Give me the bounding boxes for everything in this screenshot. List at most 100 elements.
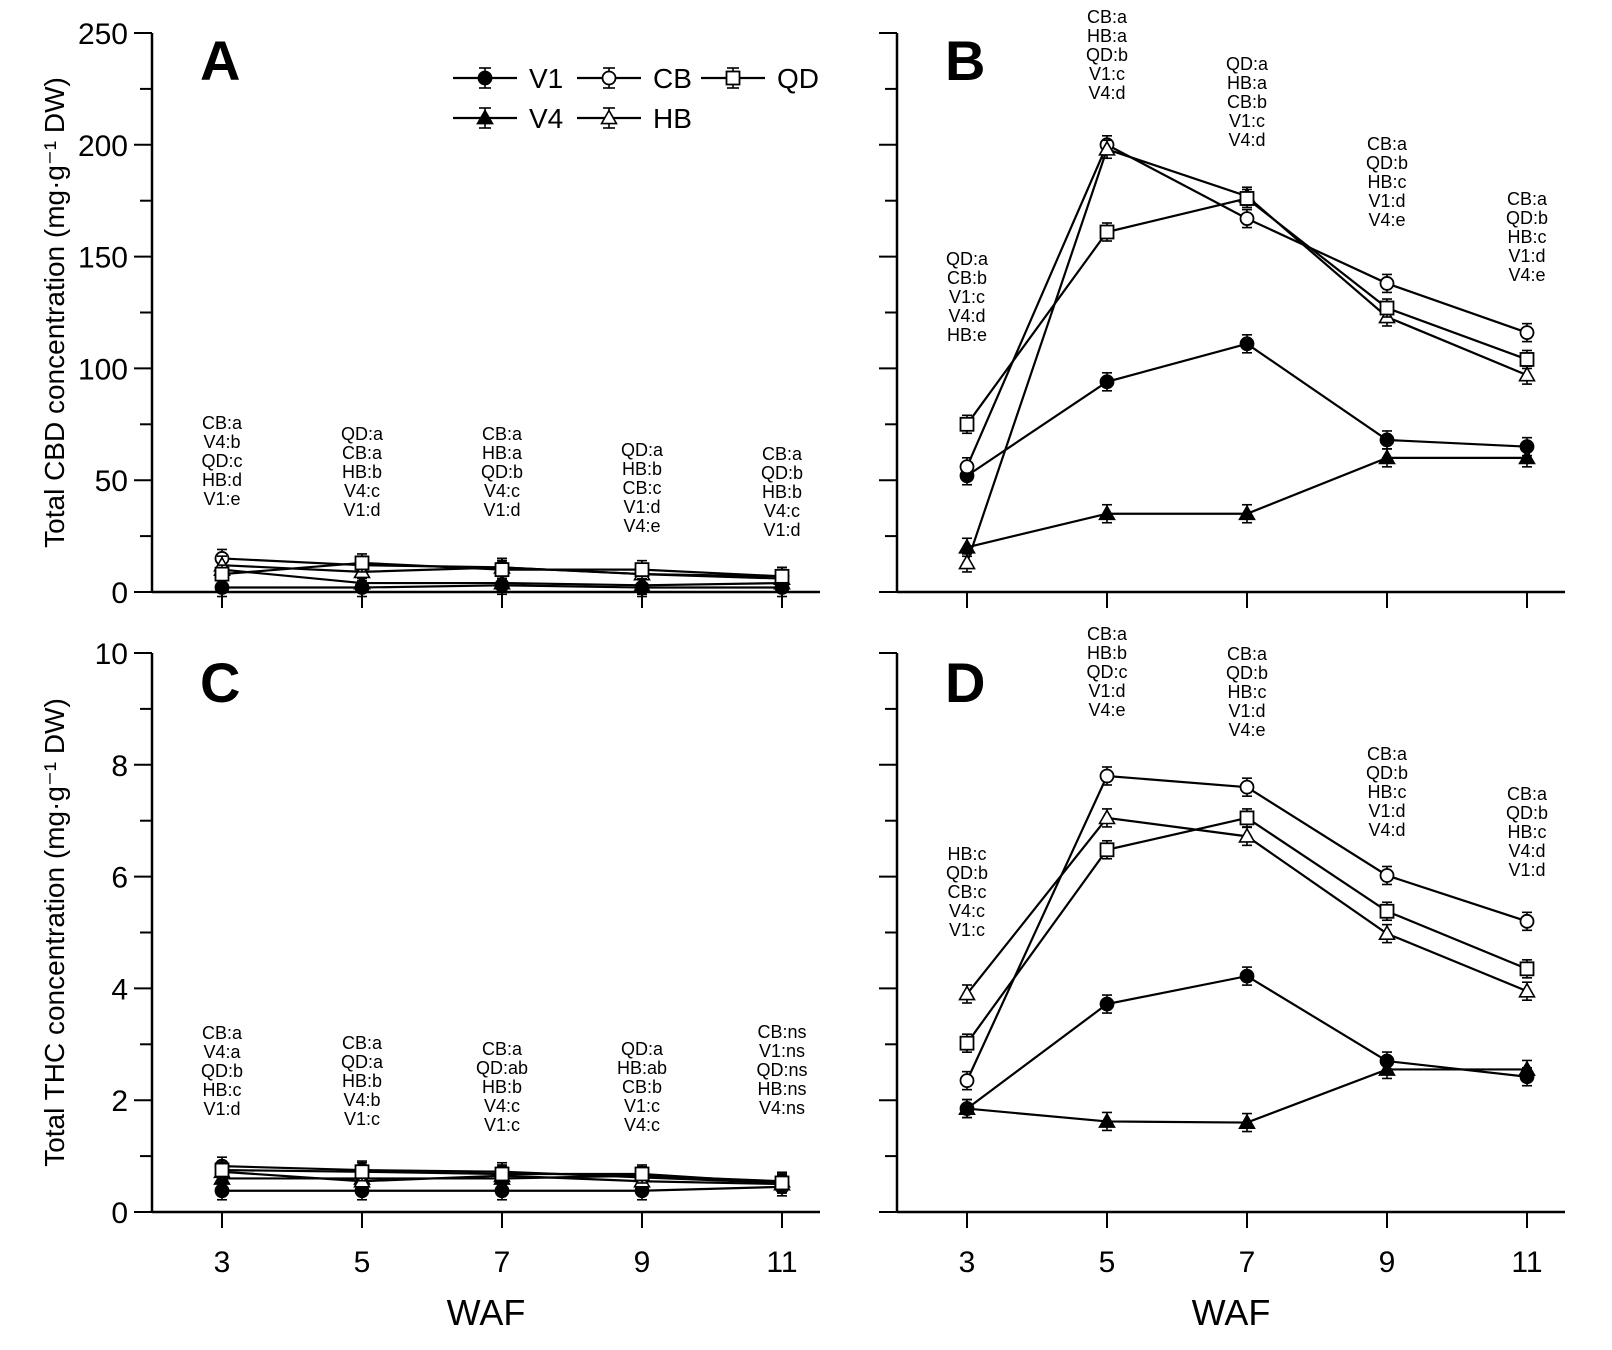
annotation-text: HB:d xyxy=(202,470,242,490)
panel-C: 0 2 4 6 8 10 3 5 7 9 11 WAF Total THC concentration … xyxy=(39,638,820,1333)
point-QD-marker xyxy=(214,1162,230,1178)
annotation-text: QD:b xyxy=(1366,763,1408,783)
annotation-text: HB:c xyxy=(1507,227,1546,247)
annotation-text: V4:e xyxy=(623,516,660,536)
annotation-text: V1:d xyxy=(483,500,520,520)
annotation-text: QD:a xyxy=(341,424,384,444)
annotation-text: CB:a xyxy=(1367,744,1408,764)
annotation-text: V1:d xyxy=(1368,191,1405,211)
y-tick-label: 6 xyxy=(111,862,128,895)
x-tick-label: 3 xyxy=(959,1246,976,1279)
point-V4-marker xyxy=(353,573,371,590)
point-CB-marker xyxy=(1379,276,1395,291)
annotation-text: CB:c xyxy=(947,882,986,902)
annotation-text: QD:b xyxy=(761,463,803,483)
point-QD-marker xyxy=(494,1166,510,1182)
annotation-stack: QD:aHB:aCB:bV1:cV4:d xyxy=(1226,54,1269,150)
annotation-text: QD:b xyxy=(201,1061,243,1081)
annotation-text: CB:b xyxy=(947,268,987,288)
y-tick-label: 0 xyxy=(111,577,128,610)
y-axis-label: Total THC concentration (mg·g⁻¹ DW) xyxy=(39,698,70,1167)
annotation-text: HB:b xyxy=(622,459,662,479)
annotation-stack: CB:aQD:bHB:cV1:dV4:e xyxy=(1366,134,1408,230)
point-CB-marker xyxy=(1239,779,1255,795)
point-HB-marker xyxy=(1378,924,1396,941)
point-QD-marker xyxy=(774,1175,790,1191)
annotation-text: V1:d xyxy=(1228,701,1265,721)
annotation-stack: CB:aQD:aHB:bV4:bV1:c xyxy=(341,1033,384,1129)
point-QD-marker xyxy=(1519,352,1535,367)
point-QD-marker xyxy=(959,416,975,432)
annotation-text: QD:b xyxy=(1226,663,1268,683)
annotation-text: HB:e xyxy=(947,325,987,345)
legend-CB-marker xyxy=(601,70,617,86)
annotation-text: QD:a xyxy=(621,1039,664,1059)
point-HB-marker xyxy=(1098,140,1116,156)
annotation-stack: CB:aQD:bHB:cV4:dV1:d xyxy=(1506,784,1548,880)
panel-D: 3 5 7 9 11WAFDHB:cQD:bCB:cV4:cV1:cCB:aHB:bQD… xyxy=(879,624,1565,1333)
annotation-text: CB:a xyxy=(1087,7,1128,27)
annotation-text: HB:c xyxy=(1367,172,1406,192)
annotation-text: V1:d xyxy=(1508,246,1545,266)
annotation-text: V1:c xyxy=(1089,64,1125,84)
point-V1-marker xyxy=(1239,336,1255,352)
annotation-text: V1:c xyxy=(624,1096,660,1116)
annotation-text: CB:a xyxy=(762,444,803,464)
x-tick-label: 7 xyxy=(494,1246,511,1279)
annotation-text: V4:d xyxy=(1368,820,1405,840)
legend-label: V1 xyxy=(529,63,563,94)
legend-label: HB xyxy=(653,103,692,134)
annotation-text: CB:a xyxy=(1507,189,1548,209)
point-QD-marker xyxy=(214,566,230,582)
x-axis-label: WAF xyxy=(1192,1292,1271,1333)
y-tick-label: 10 xyxy=(95,638,128,671)
y-tick-label: 8 xyxy=(111,750,128,783)
point-QD-marker xyxy=(494,562,510,578)
annotation-stack: CB:aHB:bQD:cV1:dV4:e xyxy=(1086,624,1127,720)
y-axis-label: Total CBD concentration (mg·g⁻¹ DW) xyxy=(39,77,70,548)
annotation-text: V1:d xyxy=(623,497,660,517)
x-tick-label: 5 xyxy=(1099,1246,1116,1279)
annotation-text: V4:d xyxy=(948,306,985,326)
annotation-stack: CB:aQD:bHB:cV1:dV4:d xyxy=(1366,744,1408,840)
annotation-text: CB:a xyxy=(342,1033,383,1053)
annotation-text: V4:c xyxy=(484,481,520,501)
x-tick-label: 9 xyxy=(1379,1246,1396,1279)
legend-V1-marker xyxy=(477,70,493,86)
annotation-text: V4:e xyxy=(1088,700,1125,720)
annotation-text: HB:b xyxy=(762,482,802,502)
x-tick-label: 11 xyxy=(1511,1246,1542,1279)
annotation-text: V1:d xyxy=(763,520,800,540)
annotation-text: QD:b xyxy=(1506,208,1548,228)
x-axis-label: WAF xyxy=(447,1292,526,1333)
annotation-text: HB:a xyxy=(1227,73,1268,93)
annotation-text: V1:d xyxy=(203,1099,240,1119)
panel-label: B xyxy=(945,29,985,92)
annotation-text: QD:ab xyxy=(476,1058,528,1078)
point-V4-marker xyxy=(1378,1060,1396,1076)
annotation-text: HB:a xyxy=(1087,26,1128,46)
panel-label: D xyxy=(945,651,985,714)
annotation-stack: QD:aCB:bV1:cV4:dHB:e xyxy=(946,249,989,345)
point-QD-marker xyxy=(1379,300,1395,316)
annotation-text: V1:c xyxy=(1229,111,1265,131)
series-line-V4 xyxy=(966,456,1527,549)
annotation-stack: HB:cQD:bCB:cV4:cV1:c xyxy=(946,844,988,940)
annotation-text: QD:ns xyxy=(756,1060,807,1080)
point-QD-marker xyxy=(1099,842,1115,858)
point-HB-marker xyxy=(1238,827,1256,843)
x-tick-label: 11 xyxy=(766,1246,797,1279)
annotation-text: HB:c xyxy=(202,1080,241,1100)
point-HB-marker xyxy=(1098,808,1116,825)
annotation-text: HB:b xyxy=(1087,643,1127,663)
point-V4-marker xyxy=(1378,448,1396,465)
annotation-stack: CB:aV4:aQD:bHB:cV1:d xyxy=(201,1023,243,1119)
series-line-QD xyxy=(966,816,1528,1044)
point-CB-marker xyxy=(959,1073,975,1089)
y-tick-label: 2 xyxy=(111,1085,128,1118)
annotation-text: CB:a xyxy=(482,1039,523,1059)
y-tick-label: 0 xyxy=(111,1197,128,1230)
